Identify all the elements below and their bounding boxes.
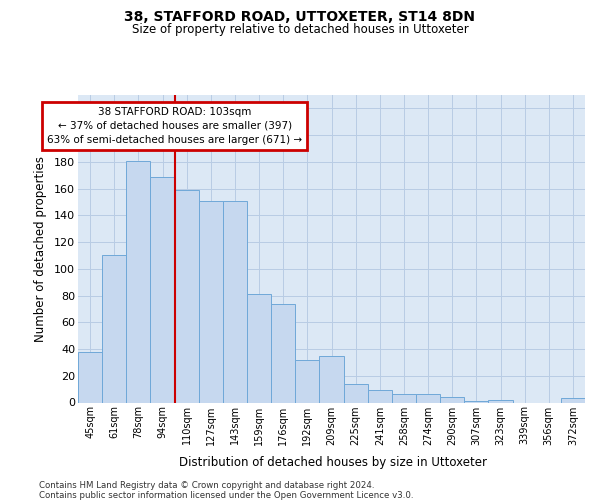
Bar: [271, 304, 295, 402]
Bar: [175, 190, 199, 402]
Text: Contains public sector information licensed under the Open Government Licence v3: Contains public sector information licen…: [39, 490, 413, 500]
Bar: [488, 400, 512, 402]
Bar: [199, 200, 223, 402]
Bar: [392, 394, 416, 402]
Bar: [126, 160, 151, 402]
Bar: [102, 256, 126, 402]
Text: 38, STAFFORD ROAD, UTTOXETER, ST14 8DN: 38, STAFFORD ROAD, UTTOXETER, ST14 8DN: [125, 10, 476, 24]
Bar: [368, 390, 392, 402]
Bar: [344, 384, 368, 402]
Bar: [416, 394, 440, 402]
Bar: [440, 397, 464, 402]
Text: Size of property relative to detached houses in Uttoxeter: Size of property relative to detached ho…: [131, 22, 469, 36]
Bar: [464, 401, 488, 402]
Text: Contains HM Land Registry data © Crown copyright and database right 2024.: Contains HM Land Registry data © Crown c…: [39, 482, 374, 490]
Bar: [78, 352, 102, 403]
Bar: [247, 294, 271, 403]
Bar: [151, 176, 175, 402]
Bar: [319, 356, 344, 403]
Y-axis label: Number of detached properties: Number of detached properties: [34, 156, 47, 342]
Text: Distribution of detached houses by size in Uttoxeter: Distribution of detached houses by size …: [179, 456, 487, 469]
Text: 38 STAFFORD ROAD: 103sqm
← 37% of detached houses are smaller (397)
63% of semi-: 38 STAFFORD ROAD: 103sqm ← 37% of detach…: [47, 107, 302, 145]
Bar: [561, 398, 585, 402]
Bar: [295, 360, 319, 403]
Bar: [223, 200, 247, 402]
